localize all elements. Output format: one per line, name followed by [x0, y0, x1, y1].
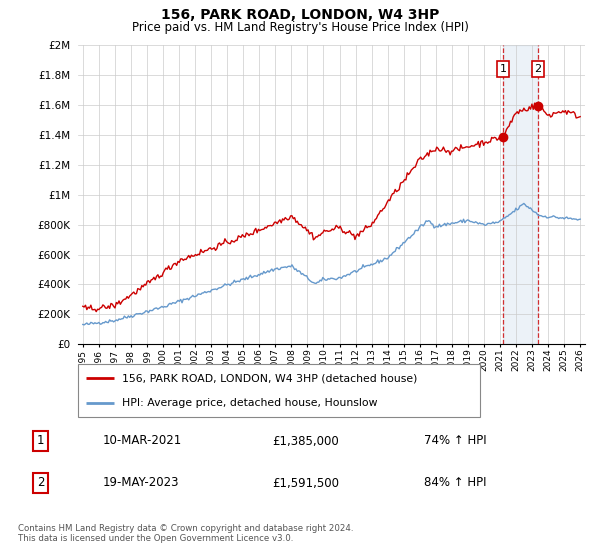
Text: £1,591,500: £1,591,500 [272, 477, 339, 489]
Text: 156, PARK ROAD, LONDON, W4 3HP (detached house): 156, PARK ROAD, LONDON, W4 3HP (detached… [122, 374, 418, 384]
Bar [503, 45, 538, 344]
Text: Contains HM Land Registry data © Crown copyright and database right 2024.
This d: Contains HM Land Registry data © Crown c… [18, 524, 353, 543]
Text: 84% ↑ HPI: 84% ↑ HPI [424, 477, 487, 489]
Text: 2: 2 [37, 477, 44, 489]
Text: 10-MAR-2021: 10-MAR-2021 [103, 435, 182, 447]
Text: HPI: Average price, detached house, Hounslow: HPI: Average price, detached house, Houn… [122, 398, 378, 408]
Text: 74% ↑ HPI: 74% ↑ HPI [424, 435, 487, 447]
Text: 1: 1 [500, 64, 506, 74]
Text: 19-MAY-2023: 19-MAY-2023 [103, 477, 179, 489]
Text: 156, PARK ROAD, LONDON, W4 3HP: 156, PARK ROAD, LONDON, W4 3HP [161, 8, 439, 22]
Text: 1: 1 [37, 435, 44, 447]
Text: Price paid vs. HM Land Registry's House Price Index (HPI): Price paid vs. HM Land Registry's House … [131, 21, 469, 34]
Text: £1,385,000: £1,385,000 [272, 435, 338, 447]
Bar [538, 45, 588, 344]
FancyBboxPatch shape [78, 364, 480, 417]
Text: 2: 2 [535, 64, 542, 74]
